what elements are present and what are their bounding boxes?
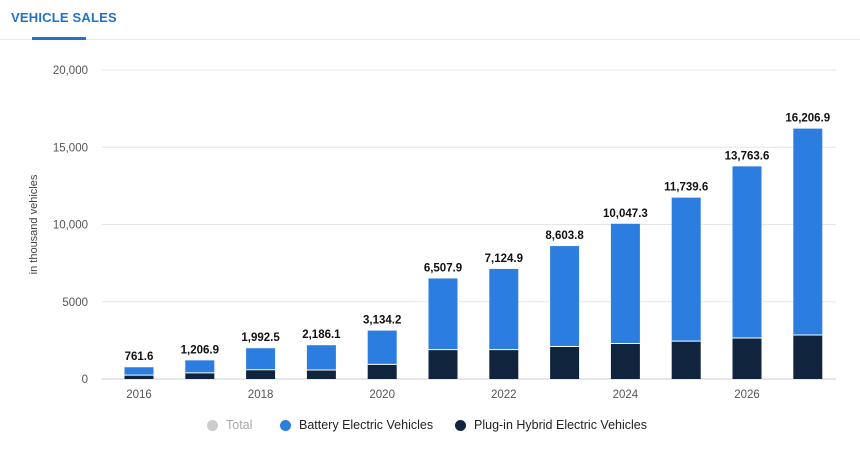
y-axis-title: in thousand vehicles (28, 174, 40, 274)
bar-phev[interactable] (246, 369, 276, 379)
vehicle-sales-chart: 0 5000 10,000 15,000 20,000 in thousand vehic… (28, 65, 836, 401)
y-tick-label: 5000 (62, 297, 88, 309)
legend-label-total: Total (226, 418, 253, 432)
bar-phev[interactable] (671, 341, 701, 379)
x-tick-label: 2022 (491, 389, 517, 401)
y-tick-label: 15,000 (53, 142, 88, 154)
data-label-total: 1,206.9 (181, 344, 219, 356)
y-tick-label: 10,000 (53, 220, 88, 232)
bar-phev[interactable] (428, 349, 458, 379)
legend-item-bev[interactable]: Battery Electric Vehicles (280, 418, 433, 432)
x-tick-label: 2018 (248, 389, 274, 401)
legend-label-phev: Plug-in Hybrid Electric Vehicles (474, 418, 647, 432)
bar-bev[interactable] (124, 367, 154, 376)
bar-bev[interactable] (793, 128, 823, 335)
dot-icon (455, 419, 466, 431)
x-tick-label: 2026 (734, 389, 760, 401)
data-label-total: 7,124.9 (485, 253, 523, 265)
bar-bev[interactable] (671, 197, 701, 342)
bar-phev[interactable] (610, 343, 640, 379)
active-tab-indicator (32, 37, 86, 40)
bar-bev[interactable] (306, 345, 336, 371)
data-label-total: 11,739.6 (664, 182, 708, 194)
legend-label-bev: Battery Electric Vehicles (299, 418, 434, 432)
y-tick-label: 0 (82, 374, 88, 386)
chart-legend: Total Battery Electric Vehicles Plug-in … (0, 418, 860, 438)
dot-icon (280, 419, 291, 431)
bar-bev[interactable] (246, 348, 276, 370)
data-label-total: 1,992.5 (241, 332, 280, 344)
bar-bev[interactable] (550, 246, 580, 347)
data-label-total: 13,763.6 (725, 150, 770, 162)
bar-phev[interactable] (306, 370, 336, 379)
x-tick-label: 2016 (126, 389, 152, 401)
data-label-total: 2,186.1 (302, 329, 341, 341)
bar-phev[interactable] (732, 338, 762, 379)
legend-item-total[interactable]: Total (207, 418, 252, 432)
bar-phev[interactable] (367, 364, 397, 379)
bar-bev[interactable] (610, 223, 640, 344)
x-tick-label: 2024 (613, 389, 639, 401)
bar-phev[interactable] (793, 334, 823, 379)
data-label-total: 8,603.8 (545, 230, 584, 242)
legend-item-phev[interactable]: Plug-in Hybrid Electric Vehicles (455, 418, 647, 432)
bar-phev[interactable] (489, 349, 519, 379)
data-label-total: 6,507.9 (424, 262, 462, 274)
y-tick-label: 20,000 (53, 65, 88, 77)
bar-bev[interactable] (428, 278, 458, 350)
bar-phev[interactable] (185, 372, 215, 379)
x-tick-label: 2020 (369, 389, 395, 401)
data-label-total: 10,047.3 (603, 208, 648, 220)
bar-bev[interactable] (732, 166, 762, 339)
tab-vehicle-sales[interactable]: VEHICLE SALES (11, 10, 117, 25)
bar-bev[interactable] (489, 268, 519, 350)
dot-icon (207, 419, 218, 431)
bar-phev[interactable] (550, 346, 580, 379)
data-label-total: 16,206.9 (785, 113, 830, 125)
data-label-total: 761.6 (125, 351, 154, 363)
tab-bar: VEHICLE SALES (0, 0, 860, 40)
bar-bev[interactable] (367, 330, 397, 365)
bar-bev[interactable] (185, 360, 215, 373)
data-label-total: 3,134.2 (363, 315, 401, 327)
bar-phev[interactable] (124, 375, 154, 379)
